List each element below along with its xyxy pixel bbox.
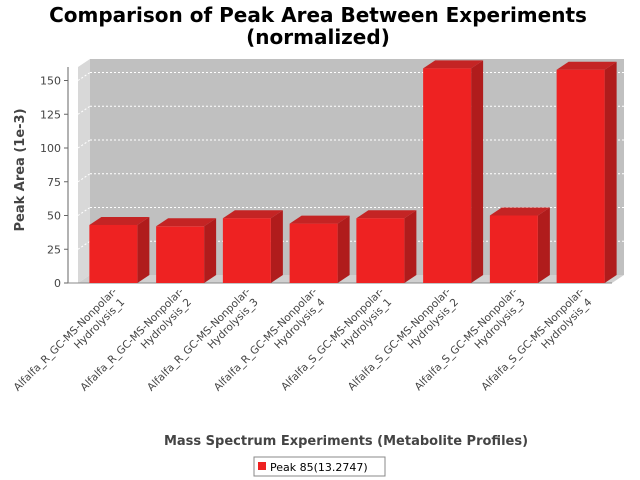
- bar: [356, 210, 417, 283]
- bar: [222, 210, 283, 283]
- bar: [556, 61, 617, 284]
- bar-face: [356, 218, 405, 283]
- x-tick-label-line: Alfalfa_R_GC-MS-Nonpolar-: [12, 285, 120, 393]
- legend-swatch: [258, 462, 266, 470]
- bar-side: [337, 215, 350, 283]
- y-tick-label: 50: [47, 210, 61, 223]
- bar-top: [423, 60, 484, 69]
- bar-face: [222, 218, 271, 283]
- bar-face: [556, 69, 605, 283]
- x-tick-label: Alfalfa_R_GC-MS-Nonpolar-Hydrolysis_1: [12, 285, 129, 402]
- gridline: [77, 105, 91, 115]
- gridline: [77, 72, 91, 81]
- bar: [89, 216, 150, 283]
- bar-side: [270, 210, 283, 283]
- gridline: [77, 207, 91, 216]
- bar-top: [489, 207, 550, 216]
- bar-side: [204, 218, 217, 283]
- x-axis-title: Mass Spectrum Experiments (Metabolite Pr…: [164, 434, 528, 449]
- plot-side-wall: [78, 59, 90, 283]
- bar-face: [423, 68, 472, 283]
- gridline: [77, 173, 91, 183]
- bar-face: [489, 215, 538, 283]
- legend-label: Peak 85(13.2747): [270, 461, 368, 474]
- gridline: [77, 139, 91, 149]
- bar-top: [289, 215, 350, 224]
- plot-floor: [78, 275, 624, 283]
- y-tick-label: 0: [54, 277, 61, 290]
- chart-subtitle: (normalized): [246, 25, 390, 49]
- bar: [156, 218, 217, 283]
- bar-side: [604, 61, 617, 284]
- bar-top: [356, 210, 417, 219]
- chart-title: Comparison of Peak Area Between Experime…: [49, 3, 587, 27]
- y-tick-label: 25: [47, 243, 61, 256]
- bar: [423, 60, 484, 283]
- y-tick-label: 75: [47, 176, 61, 189]
- bar: [489, 207, 550, 283]
- bar-top: [89, 216, 150, 225]
- legend: Peak 85(13.2747): [253, 456, 386, 477]
- y-tick-label: 125: [40, 108, 61, 121]
- bar: [289, 215, 350, 283]
- legend-box: [253, 456, 386, 477]
- bars: [89, 60, 617, 284]
- bar-top: [222, 210, 283, 219]
- bar-side: [537, 207, 550, 283]
- y-axis-title: Peak Area (1e-3): [13, 108, 28, 231]
- bar-face: [89, 224, 138, 283]
- bar-top: [156, 218, 217, 227]
- bar-top: [556, 61, 617, 70]
- y-tick-label: 100: [40, 142, 61, 155]
- bar-face: [289, 223, 338, 283]
- x-tick-label-text: Alfalfa_R_GC-MS-Nonpolar-Hydrolysis_1: [12, 285, 129, 402]
- bar-side: [137, 216, 150, 283]
- bar-side: [471, 60, 484, 283]
- x-axis-labels: Alfalfa_R_GC-MS-Nonpolar-Hydrolysis_1Alf…: [12, 285, 595, 402]
- bar-side: [404, 210, 417, 283]
- bar-face: [156, 226, 205, 283]
- gridline: [77, 240, 91, 250]
- y-tick-label: 150: [40, 75, 61, 88]
